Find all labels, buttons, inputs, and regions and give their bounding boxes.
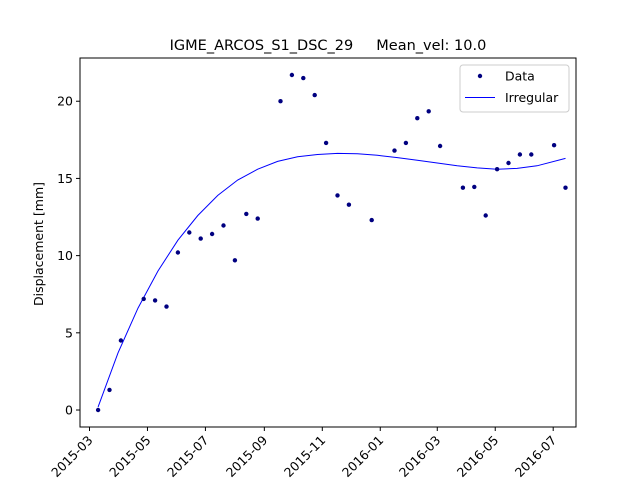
data-point (506, 160, 511, 166)
data-point (278, 99, 283, 104)
data-point (323, 140, 329, 146)
data-point (551, 143, 557, 148)
y-tick-label: 5 (65, 325, 73, 340)
data-point (494, 167, 500, 172)
legend-data-label: Data (505, 69, 535, 84)
data-point (335, 193, 340, 198)
data-point (107, 387, 112, 393)
y-tick-label: 0 (65, 403, 73, 418)
data-point (563, 185, 568, 190)
data-point (244, 211, 249, 217)
x-tick-label: 2016-03 (396, 433, 444, 480)
data-point (415, 116, 420, 121)
data-point (483, 213, 488, 218)
data-point (426, 109, 431, 114)
data-point (460, 185, 466, 190)
data-point (164, 304, 169, 309)
data-point (529, 152, 534, 157)
data-point (369, 217, 374, 223)
legend: Data Irregular (459, 64, 570, 113)
data-point (175, 250, 181, 255)
x-tick-label: 2015-09 (223, 432, 271, 480)
legend-box (459, 64, 570, 113)
x-tick-label: 2015-05 (106, 433, 154, 480)
x-tick-label: 2015-07 (164, 433, 212, 480)
x-tick-label: 2016-05 (454, 433, 502, 480)
data-point (221, 223, 226, 228)
x-tick-label: 2015-11 (281, 433, 329, 480)
data-point (187, 230, 192, 235)
data-point (209, 231, 215, 237)
x-tick-label: 2016-07 (512, 433, 560, 480)
x-tick-label: 2015-03 (48, 433, 96, 480)
data-point (392, 148, 397, 153)
data-point (289, 72, 295, 78)
fit-line-irregular (97, 152, 566, 408)
data-point (232, 258, 238, 263)
data-point (255, 216, 260, 221)
data-point (95, 407, 101, 413)
data-point (472, 184, 477, 190)
data-point (301, 75, 306, 81)
chart-title: IGME_ARCOS_S1_DSC_29 Mean_vel: 10.0 (170, 38, 487, 54)
legend-fit-label: Irregular (505, 90, 559, 105)
y-tick-label: 20 (57, 94, 73, 109)
x-tick-label: 2016-01 (339, 433, 387, 480)
y-tick-label: 15 (57, 171, 73, 186)
data-point (198, 236, 203, 241)
y-tick-label: 10 (57, 248, 73, 263)
data-point (141, 296, 146, 302)
data-point (312, 92, 317, 98)
data-point (152, 298, 158, 303)
legend-data-marker (477, 73, 483, 79)
data-point (403, 140, 409, 146)
plot-frame (79, 57, 577, 428)
data-point (346, 202, 352, 207)
data-point (517, 152, 523, 157)
y-axis-label: Displacement [mm] (31, 182, 46, 306)
axes: 0 5 10 15 20 2015-03 2015-05 2015-07 2015-09 2015… (48, 94, 559, 480)
plot-area (95, 72, 568, 413)
data-point (118, 338, 124, 343)
data-point (437, 143, 443, 149)
